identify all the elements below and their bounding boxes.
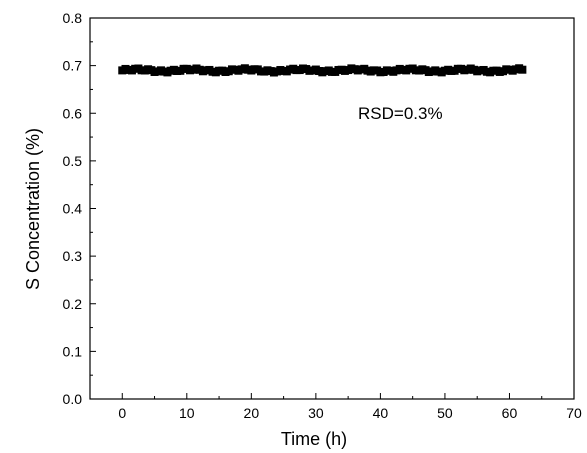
- x-tick-label: 60: [502, 405, 518, 421]
- y-tick-label: 0.6: [63, 105, 83, 121]
- y-tick-label: 0.7: [63, 58, 83, 74]
- y-axis-title: S Concentration (%): [23, 128, 43, 290]
- rsd-annotation: RSD=0.3%: [358, 104, 443, 123]
- x-axis-title: Time (h): [281, 429, 347, 449]
- tick-labels: 0 10 20 30 40 50 60 70 0.0 0.1 0.2 0.3 0.4 0.5 0.6 0.7 0…: [63, 10, 582, 421]
- y-tick-label: 0.0: [63, 391, 83, 407]
- y-tick-label: 0.5: [63, 153, 83, 169]
- data-points: [118, 64, 527, 77]
- x-tick-label: 70: [566, 405, 582, 421]
- x-tick-label: 0: [118, 405, 126, 421]
- y-tick-label: 0.2: [63, 296, 83, 312]
- y-tick-label: 0.3: [63, 248, 83, 264]
- x-tick-label: 20: [244, 405, 260, 421]
- x-tick-label: 50: [437, 405, 453, 421]
- ticks: [90, 17, 575, 400]
- y-tick-label: 0.4: [63, 201, 83, 217]
- data-point: [518, 65, 527, 74]
- plot-area: [89, 17, 575, 400]
- x-tick-label: 10: [179, 405, 195, 421]
- x-tick-label: 30: [308, 405, 324, 421]
- y-tick-label: 0.1: [63, 343, 83, 359]
- y-tick-label: 0.8: [63, 10, 83, 26]
- x-tick-label: 40: [373, 405, 389, 421]
